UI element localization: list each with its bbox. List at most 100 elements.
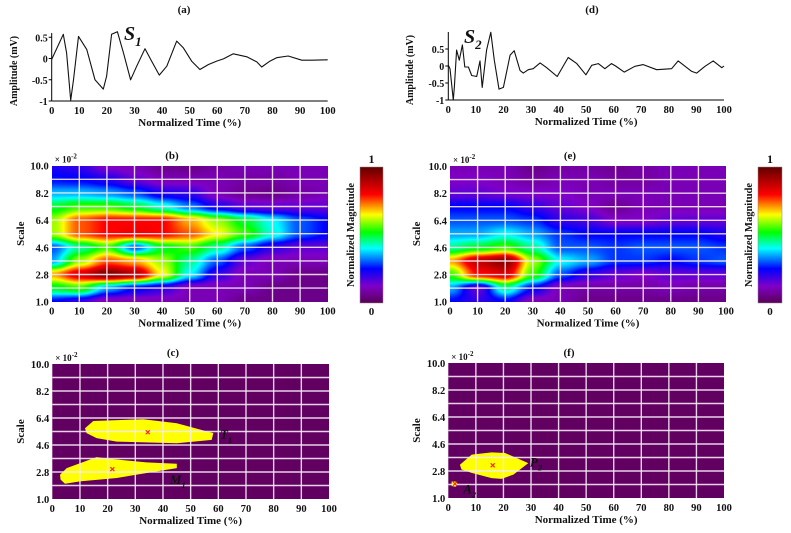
x-tick-label-b: 60 — [212, 307, 223, 318]
x-tick-label-a: 10 — [74, 106, 85, 117]
colorbar-frame-b — [359, 166, 384, 304]
x-tick-label-e: 60 — [610, 307, 621, 318]
panel-title-e: (e) — [564, 150, 577, 162]
y-multiplier-base: × 10 — [451, 352, 468, 362]
x-axis-label-f: Normalized Time (%) — [535, 514, 638, 526]
y-axis-label-e: Scale — [411, 222, 423, 247]
y-multiplier-f: × 10-2 — [451, 350, 474, 362]
x-tick-label-e: 70 — [638, 307, 649, 318]
x-tick-label-f: 30 — [526, 503, 537, 514]
x-axis-label-b: Normalized Time (%) — [138, 318, 241, 330]
x-tick-label-c: 30 — [130, 504, 141, 515]
x-axis-label-d: Normalized Time (%) — [535, 116, 638, 128]
panel-title-d: (d) — [585, 4, 599, 16]
y-tick-label-b: 6.4 — [36, 216, 50, 227]
x-tick-label-a: 100 — [320, 106, 336, 117]
y-multiplier-exp: -2 — [469, 153, 475, 161]
x-tick-label-b: 100 — [320, 307, 336, 318]
y-multiplier-base: × 10 — [55, 353, 72, 363]
waveform-a — [51, 31, 328, 101]
x-tick-label-c: 0 — [50, 504, 55, 515]
y-tick-label-e: 4.6 — [434, 243, 447, 254]
y-tick-label-d: -1 — [436, 96, 444, 107]
x-tick-label-c: 80 — [268, 504, 279, 515]
peak-marker-c — [145, 429, 151, 435]
x-tick-label-b: 10 — [74, 307, 85, 318]
x-tick-label-a: 20 — [102, 106, 113, 117]
x-tick-label-f: 60 — [608, 503, 619, 514]
y-tick-label-a: -1 — [39, 97, 47, 108]
x-tick-label-e: 100 — [718, 307, 734, 318]
region-label-f-main: P — [530, 455, 539, 470]
x-tick-label-b: 40 — [157, 307, 168, 318]
x-tick-label-d: 50 — [581, 105, 592, 116]
signal-label-a: S1 — [124, 23, 142, 49]
y-tick-label-f: 1.0 — [432, 494, 445, 505]
y-multiplier-exp: -2 — [72, 351, 78, 359]
colorbar-min-label-e: 0 — [767, 306, 773, 318]
x-tick-label-c: 40 — [158, 504, 169, 515]
y-tick-label-c: 1.0 — [36, 495, 49, 506]
x-tick-label-b: 80 — [267, 307, 278, 318]
colorbar-max-label-b: 1 — [369, 152, 375, 166]
x-tick-label-b: 0 — [49, 307, 54, 318]
y-axis-label-f: Scale — [411, 418, 423, 443]
y-axis-label-b: Scale — [15, 221, 27, 246]
y-tick-label-b: 10.0 — [30, 162, 48, 173]
region-label-f-main: A — [462, 482, 472, 497]
x-tick-label-a: 30 — [129, 106, 140, 117]
y-tick-label-b: 8.2 — [36, 189, 49, 200]
x-tick-label-f: 70 — [636, 503, 647, 514]
x-tick-label-a: 60 — [212, 106, 223, 117]
x-tick-label-e: 30 — [528, 307, 539, 318]
x-tick-label-a: 70 — [240, 106, 251, 117]
region-label-c-main: M — [169, 472, 182, 487]
region-c-M1 — [60, 457, 177, 484]
region-label-c: T1 — [220, 427, 232, 445]
x-tick-label-e: 10 — [472, 307, 483, 318]
y-tick-label-d: 0.5 — [432, 45, 445, 56]
x-tick-label-f: 20 — [498, 503, 509, 514]
y-tick-label-d: -0.5 — [428, 79, 444, 90]
x-tick-label-f: 40 — [553, 503, 564, 514]
y-multiplier-b: × 10-2 — [55, 153, 78, 165]
y-tick-label-e: 1.0 — [434, 298, 447, 309]
x-tick-label-b: 90 — [295, 307, 306, 318]
panel-title-f: (f) — [564, 347, 575, 359]
x-tick-label-d: 60 — [608, 105, 619, 116]
y-tick-label-c: 8.2 — [36, 387, 49, 398]
x-axis-label-a: Normalized Time (%) — [138, 117, 241, 129]
x-tick-label-c: 90 — [296, 504, 307, 515]
colorbar-max-label-e: 1 — [767, 152, 773, 166]
y-multiplier-e: × 10-2 — [453, 153, 476, 165]
y-tick-label-b: 2.8 — [36, 271, 49, 282]
peak-marker-c — [109, 466, 115, 472]
x-tick-label-e: 40 — [555, 307, 566, 318]
x-axis-label-e: Normalized Time (%) — [537, 318, 640, 330]
signal-label-a-main: S — [124, 23, 135, 45]
x-tick-label-a: 90 — [295, 106, 306, 117]
signal-label-d: S2 — [464, 26, 482, 52]
y-tick-label-e: 6.4 — [434, 216, 448, 227]
colorbar-label-e: Normalized Magnitude — [744, 183, 755, 287]
x-tick-label-f: 90 — [691, 503, 702, 514]
colorbar-e — [758, 167, 782, 303]
x-tick-label-c: 60 — [213, 504, 224, 515]
peak-marker-f — [490, 462, 496, 468]
region-label-f-sub: 2 — [537, 462, 543, 472]
y-tick-label-a: 0.5 — [35, 33, 48, 44]
y-tick-label-c: 6.4 — [36, 414, 50, 425]
x-tick-label-f: 100 — [716, 503, 732, 514]
region-label-f-sub: 2 — [471, 489, 477, 499]
panel-title-b: (b) — [165, 150, 179, 162]
peak-marker-f — [452, 481, 458, 487]
panel-title-a: (a) — [178, 4, 191, 16]
region-label-c-main: T — [220, 427, 229, 442]
y-axis-label-c: Scale — [15, 419, 27, 444]
y-tick-label-f: 4.6 — [432, 440, 445, 451]
x-tick-label-c: 100 — [321, 504, 337, 515]
region-label-f: A2 — [462, 482, 477, 500]
x-tick-label-d: 20 — [498, 105, 509, 116]
y-tick-label-e: 2.8 — [434, 271, 447, 282]
